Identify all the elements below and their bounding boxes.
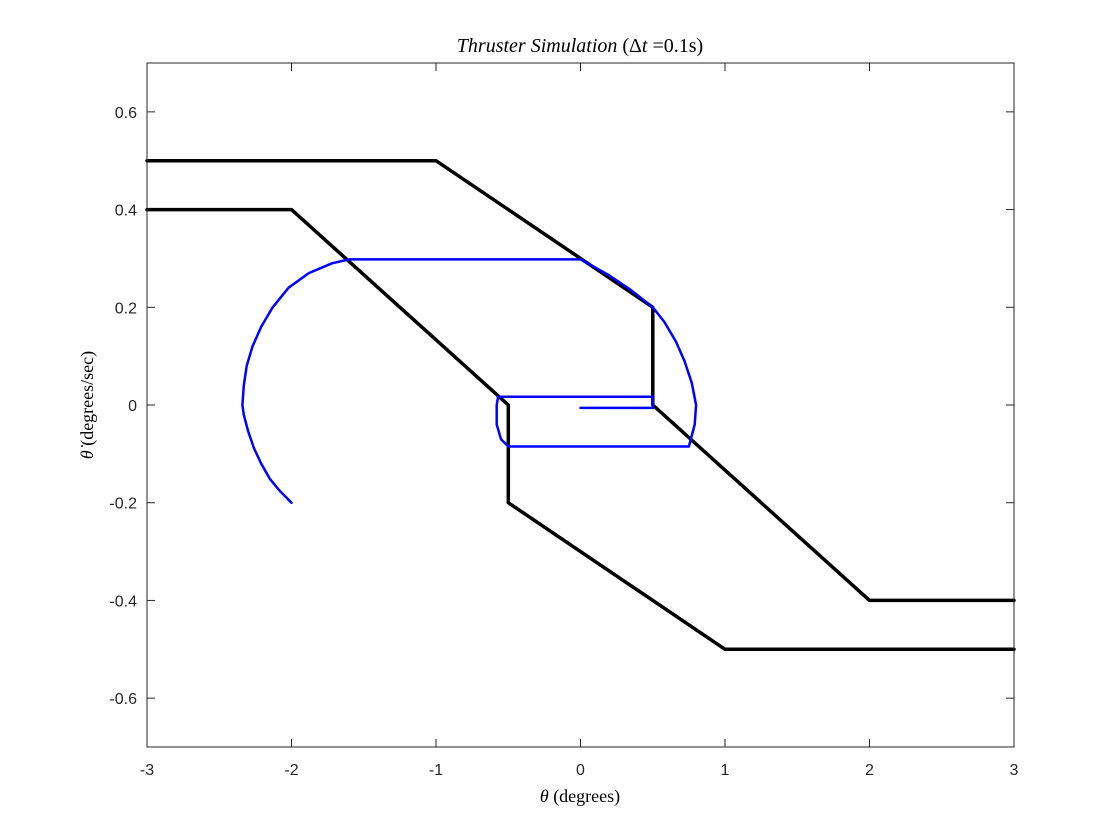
- chart-title-paren-open: (Δ: [617, 35, 642, 57]
- x-tick-label: -2: [284, 762, 298, 779]
- x-axis-label-symbol: θ: [540, 786, 549, 806]
- y-axis-label: θ̇ (degrees/sec): [77, 351, 98, 459]
- y-tick-label: -0.2: [109, 496, 137, 513]
- chart-title-paren-close: =0.1s): [647, 35, 703, 57]
- y-tick-label: 0.6: [115, 105, 137, 122]
- x-tick-label: 0: [576, 762, 585, 779]
- y-axis-label-unit: (degrees/sec): [77, 351, 98, 450]
- y-tick-label: -0.6: [109, 691, 137, 708]
- chart-title-t: t: [642, 35, 648, 57]
- phase-trajectory: [241, 258, 698, 504]
- x-tick-label: -1: [429, 762, 443, 779]
- y-tick-label: 0.4: [115, 203, 137, 220]
- chart-title-main: Thruster Simulation: [457, 35, 618, 57]
- x-axis-label-unit: (degrees): [549, 786, 620, 807]
- ticks-layer: -3 -2 -1 0 1 2 3 -0.6 -0.4 -0.2 0 0.2 0.4 0.6: [109, 63, 1019, 779]
- plot-frame: [146, 62, 1015, 748]
- x-tick-label: 3: [1010, 762, 1019, 779]
- x-tick-label: 2: [865, 762, 874, 779]
- chart-title: Thruster Simulation (Δt =0.1s): [457, 35, 703, 57]
- series-layer: [145, 158, 1016, 652]
- y-tick-label: 0: [128, 398, 137, 415]
- x-axis-label: θ (degrees): [540, 786, 620, 807]
- y-tick-label: 0.2: [115, 300, 137, 317]
- x-tick-label: -3: [140, 762, 154, 779]
- x-tick-label: 1: [721, 762, 730, 779]
- switching-line-upper: [145, 158, 1016, 603]
- y-tick-label: -0.4: [109, 593, 137, 610]
- switching-line-lower: [145, 207, 1016, 652]
